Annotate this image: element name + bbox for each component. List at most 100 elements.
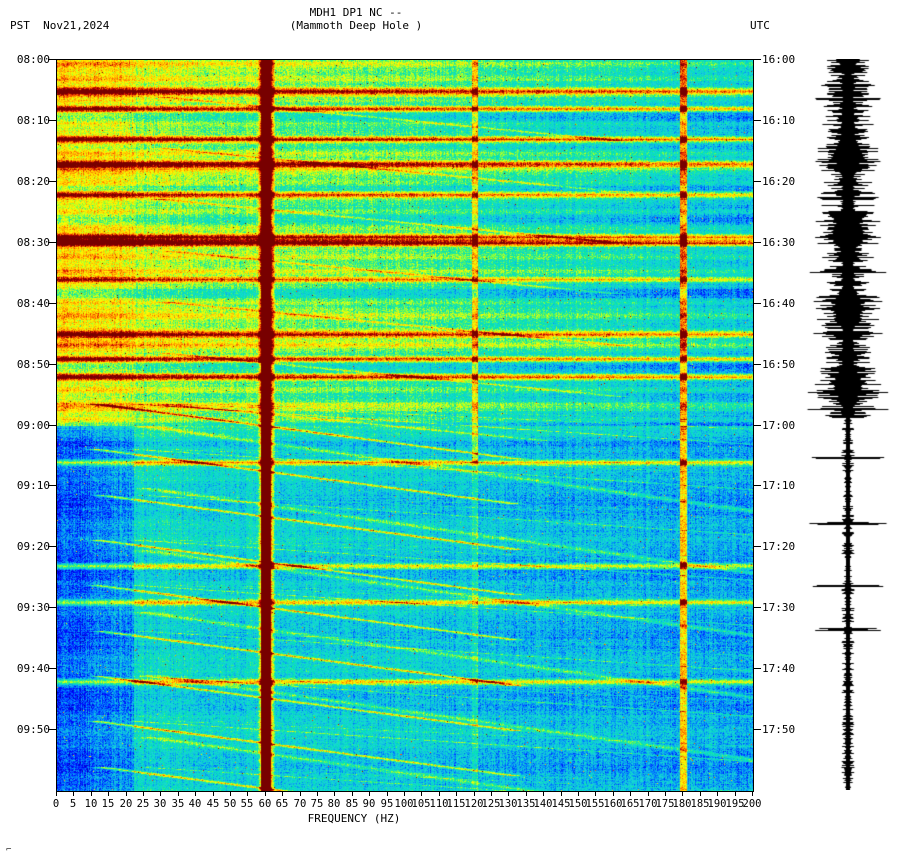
- x-label-75: 75: [310, 798, 324, 810]
- x-label-95: 95: [380, 798, 394, 810]
- y-label-pst-0950: 09:50: [16, 723, 50, 737]
- y-tick-left: [48, 546, 56, 547]
- x-tick-20: [126, 791, 127, 796]
- y-tick-right: [753, 546, 761, 547]
- y-tick-left: [48, 364, 56, 365]
- x-label-165: 165: [620, 798, 640, 810]
- y-label-pst-0800: 08:00: [16, 53, 50, 66]
- y-tick-right: [753, 59, 761, 60]
- x-label-115: 115: [446, 798, 466, 810]
- x-tick-140: [543, 791, 544, 796]
- y-tick-left: [48, 120, 56, 121]
- y-label-pst-0810: 08:10: [16, 113, 50, 127]
- y-tick-right: [753, 607, 761, 608]
- y-label-utc-1610: 16:10: [762, 113, 796, 127]
- x-tick-190: [717, 791, 718, 796]
- x-tick-115: [456, 791, 457, 796]
- x-label-50: 50: [223, 798, 237, 810]
- y-label-pst-0920: 09:20: [16, 540, 50, 554]
- y-tick-right: [753, 120, 761, 121]
- date-label: Nov21,2024: [43, 19, 110, 32]
- x-label-195: 195: [725, 798, 745, 810]
- station-description: (Mammoth Deep Hole ): [289, 19, 423, 32]
- y-tick-right: [753, 364, 761, 365]
- x-tick-70: [300, 791, 301, 796]
- x-tick-145: [561, 791, 562, 796]
- y-tick-right: [753, 242, 761, 243]
- x-label-5: 5: [69, 798, 77, 810]
- x-label-105: 105: [411, 798, 431, 810]
- seismogram-canvas: [800, 59, 895, 790]
- y-label-pst-0930: 09:30: [16, 601, 50, 615]
- y-tick-right: [753, 425, 761, 426]
- y-tick-right: [753, 181, 761, 182]
- y-label-pst-0900: 09:00: [16, 418, 50, 432]
- x-tick-185: [700, 791, 701, 796]
- x-label-135: 135: [516, 798, 536, 810]
- x-label-80: 80: [327, 798, 341, 810]
- x-label-150: 150: [568, 798, 588, 810]
- y-label-utc-1750: 17:50: [762, 723, 796, 737]
- x-tick-125: [491, 791, 492, 796]
- y-label-pst-0840: 08:40: [16, 296, 50, 310]
- x-label-190: 190: [707, 798, 727, 810]
- spectrogram-plot[interactable]: [56, 59, 754, 792]
- x-tick-15: [108, 791, 109, 796]
- x-label-125: 125: [481, 798, 501, 810]
- x-label-155: 155: [585, 798, 605, 810]
- timezone-right-label: UTC: [750, 19, 770, 32]
- x-tick-60: [265, 791, 266, 796]
- x-label-70: 70: [293, 798, 307, 810]
- header-left: PST Nov21,2024: [10, 19, 109, 32]
- y-tick-right: [753, 303, 761, 304]
- x-tick-85: [352, 791, 353, 796]
- y-label-utc-1650: 16:50: [762, 357, 796, 371]
- y-label-utc-1700: 17:00: [762, 418, 796, 432]
- x-tick-105: [421, 791, 422, 796]
- x-tick-175: [665, 791, 666, 796]
- x-tick-160: [613, 791, 614, 796]
- y-tick-left: [48, 668, 56, 669]
- station-title: MDH1 DP1 NC --: [309, 6, 403, 19]
- y-tick-left: [48, 607, 56, 608]
- timezone-left-label: PST: [10, 19, 30, 32]
- x-label-100: 100: [394, 798, 414, 810]
- x-label-90: 90: [362, 798, 376, 810]
- x-label-140: 140: [533, 798, 553, 810]
- x-label-120: 120: [464, 798, 484, 810]
- y-label-utc-1720: 17:20: [762, 540, 796, 554]
- y-tick-left: [48, 425, 56, 426]
- x-label-45: 45: [206, 798, 220, 810]
- x-label-25: 25: [136, 798, 150, 810]
- x-tick-30: [160, 791, 161, 796]
- x-label-30: 30: [153, 798, 167, 810]
- y-label-pst-0940: 09:40: [16, 662, 50, 676]
- y-label-utc-1600: 16:00: [762, 53, 796, 66]
- y-label-utc-1710: 17:10: [762, 479, 796, 493]
- x-tick-65: [282, 791, 283, 796]
- x-label-60: 60: [258, 798, 272, 810]
- x-label-185: 185: [690, 798, 710, 810]
- x-tick-165: [630, 791, 631, 796]
- y-tick-right: [753, 668, 761, 669]
- x-label-10: 10: [84, 798, 98, 810]
- x-label-170: 170: [638, 798, 658, 810]
- y-label-pst-0910: 09:10: [16, 479, 50, 493]
- x-tick-5: [73, 791, 74, 796]
- y-label-pst-0850: 08:50: [16, 357, 50, 371]
- x-label-175: 175: [655, 798, 675, 810]
- y-label-utc-1730: 17:30: [762, 601, 796, 615]
- x-tick-100: [404, 791, 405, 796]
- x-tick-195: [735, 791, 736, 796]
- x-label-0: 0: [52, 798, 60, 810]
- seismogram-strip: [800, 59, 895, 790]
- x-tick-200: [752, 791, 753, 796]
- x-tick-35: [178, 791, 179, 796]
- spectrogram-canvas: [57, 60, 753, 791]
- x-tick-155: [595, 791, 596, 796]
- x-tick-40: [195, 791, 196, 796]
- y-tick-left: [48, 242, 56, 243]
- y-tick-left: [48, 181, 56, 182]
- x-label-145: 145: [551, 798, 571, 810]
